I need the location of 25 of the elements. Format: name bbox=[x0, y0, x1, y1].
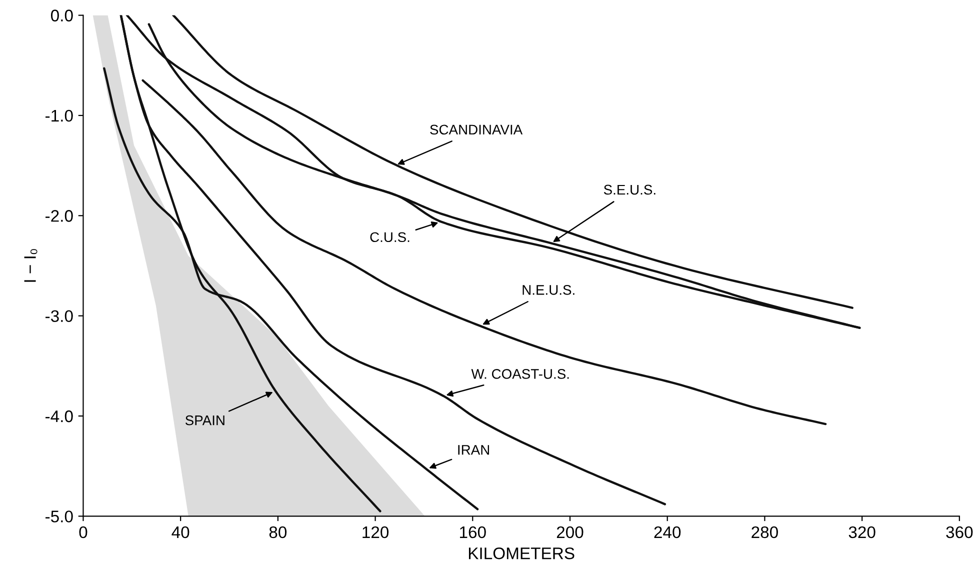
x-tick-label: 280 bbox=[752, 526, 778, 538]
y-tick-label: -2.0 bbox=[46, 210, 73, 222]
x-tick-label: 0 bbox=[79, 526, 88, 538]
annotation: SCANDINAVIA bbox=[430, 124, 523, 135]
y-tick-label: -1.0 bbox=[46, 110, 73, 122]
y-tick-label: -5.0 bbox=[46, 510, 73, 522]
y-axis-title: I − I₀ bbox=[24, 249, 38, 282]
x-tick-label: 40 bbox=[172, 526, 190, 538]
y-tick-label: -3.0 bbox=[46, 310, 73, 322]
x-tick-label: 120 bbox=[362, 526, 389, 538]
x-tick-label: 80 bbox=[269, 526, 287, 538]
x-tick-label: 240 bbox=[654, 526, 681, 538]
x-tick-label: 320 bbox=[848, 526, 876, 538]
annotation: IRAN bbox=[458, 445, 489, 455]
x-axis-title: KILOMETERS bbox=[468, 547, 574, 560]
x-tick-label: 360 bbox=[946, 526, 973, 538]
annotation: W. COAST-U.S. bbox=[471, 369, 569, 379]
annotation: S.E.U.S. bbox=[604, 184, 656, 195]
y-tick-label: 0.0 bbox=[50, 10, 73, 22]
y-tick-label: -4.0 bbox=[46, 410, 73, 422]
annotation: C.U.S. bbox=[370, 232, 410, 242]
x-tick-label: 200 bbox=[556, 526, 584, 538]
annotation: SPAIN bbox=[185, 415, 224, 426]
x-tick-label: 160 bbox=[460, 526, 486, 538]
annotation: N.E.U.S. bbox=[522, 285, 574, 295]
